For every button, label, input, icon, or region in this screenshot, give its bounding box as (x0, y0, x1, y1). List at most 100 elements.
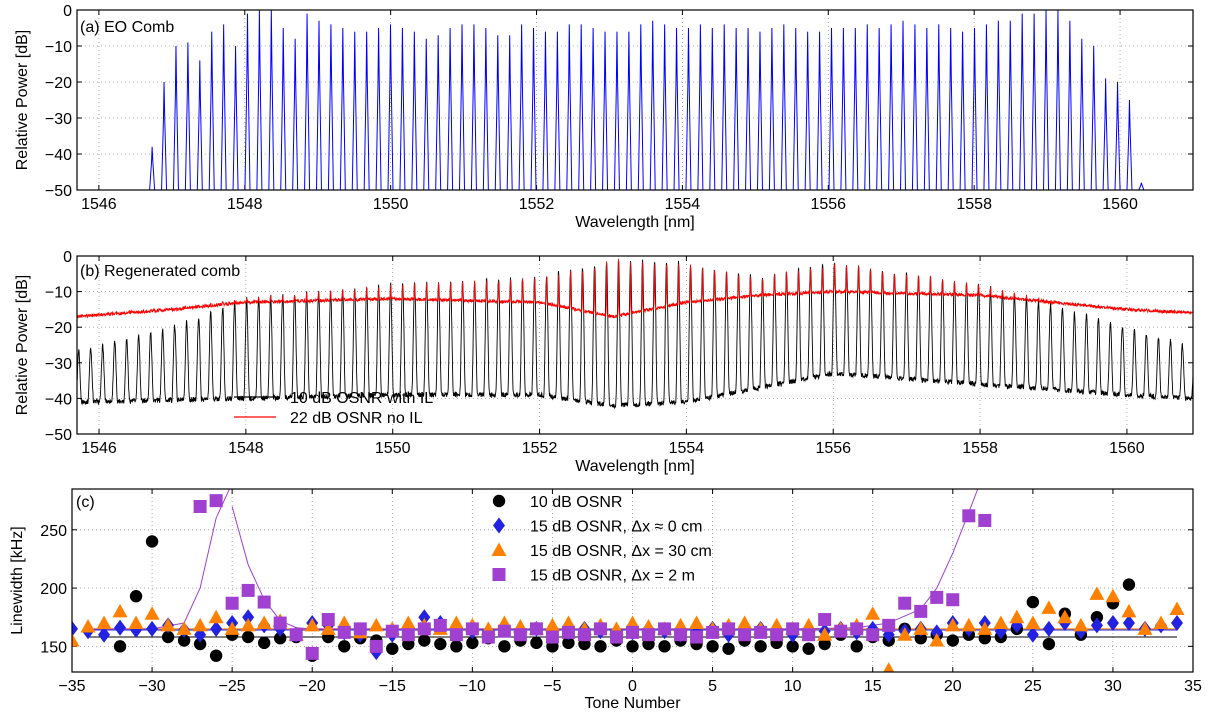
panel-c-point-square (962, 509, 976, 523)
panel-a-x-tick-label: 1552 (519, 196, 555, 213)
panel-a-comb-line (1066, 20, 1073, 191)
panel-c-point-triangle (1137, 621, 1153, 635)
panel-a-comb-line (649, 20, 656, 191)
panel-c-point-square (369, 639, 383, 653)
panel-c-x-tick-label: −30 (139, 678, 166, 695)
panel-c-point-square (642, 628, 656, 642)
panel-c-point-triangle (1153, 615, 1169, 630)
panel-b-x-tick-label: 1546 (81, 440, 117, 457)
panel-c-point-triangle (865, 606, 881, 620)
panel-c-point-circle (562, 636, 575, 650)
panel-c-point-triangle (336, 615, 352, 630)
panel-c-point-triangle (192, 617, 208, 632)
panel-b-x-tick-label: 1556 (815, 440, 851, 457)
panel-c-point-square (802, 628, 816, 642)
panel-a-y-axis-title: Relative Power [dB] (14, 30, 31, 171)
panel-b-x-tick-label: 1550 (375, 440, 411, 457)
panel-c-point-square (305, 646, 319, 660)
panel-a-comb-line (780, 24, 787, 191)
panel-c-x-tick-label: 0 (628, 678, 637, 695)
panel-c-point-triangle (128, 615, 144, 630)
panel-c-point-square (978, 513, 992, 527)
panel-c-panel-label: (c) (76, 494, 95, 511)
panel-c-point-square (770, 628, 784, 642)
panel-a-x-axis-title: Wavelength [nm] (575, 214, 694, 231)
panel-c-point-triangle (448, 615, 464, 630)
panel-c-point-circle (338, 640, 351, 653)
panel-c-point-circle (658, 640, 671, 653)
panel-c-point-diamond (72, 620, 78, 637)
panel-c-point-square (593, 622, 607, 636)
panel-c-point-square (674, 628, 688, 642)
panel-c-point-square (433, 618, 447, 632)
panel-c-point-circle (386, 642, 399, 655)
panel-c-point-triangle (913, 621, 929, 635)
panel-c-point-triangle (817, 627, 833, 641)
panel-c-point-triangle (144, 606, 160, 620)
panel-c-point-square (337, 625, 351, 639)
panel-a-comb-line (482, 27, 489, 191)
panel-b-legend-label: 22 dB OSNR no IL (290, 410, 423, 427)
panel-a-comb-line (685, 27, 692, 191)
panel-c-point-circle (1042, 637, 1056, 651)
panel-c-point-circle (722, 642, 735, 655)
panel-c-legend-label: 15 dB OSNR, Δx ≈ 0 cm (530, 519, 702, 536)
panel-c-x-tick-label: −25 (219, 678, 246, 695)
panel-c-point-circle (241, 630, 255, 644)
panel-c-point-triangle (80, 619, 96, 633)
panel-c-point-square (401, 628, 415, 642)
panel-c-point-square (914, 604, 928, 618)
panel-c-point-triangle (304, 617, 320, 632)
panel-a-comb-line (1019, 13, 1026, 191)
panel-c-point-circle (802, 642, 815, 655)
panel-a-y-tick-label: −30 (45, 111, 72, 128)
panel-c-point-square (754, 625, 768, 639)
panel-c-point-square (481, 630, 495, 644)
panel-c-point-circle (257, 636, 271, 650)
panel-a-y-tick-label: −20 (45, 75, 72, 92)
panel-c-point-triangle (368, 617, 384, 632)
panel-a-comb-line (554, 31, 561, 191)
panel-c-point-circle (914, 631, 927, 645)
panel-a-y-tick-label: −10 (45, 39, 72, 56)
panel-c-point-square (497, 624, 511, 638)
panel-c-point-triangle (625, 615, 640, 630)
panel-c-point-triangle (897, 627, 913, 641)
panel-a-comb-line (363, 31, 370, 191)
panel-c-point-circle (418, 634, 431, 647)
panel-c-point-circle (626, 640, 639, 653)
panel-c-point-triangle (801, 617, 817, 632)
panel-c-legend-marker (492, 494, 506, 508)
panel-c-y-axis-title: Linewidth [kHz] (9, 526, 26, 635)
panel-a-comb-line (518, 24, 525, 191)
panel-a-comb-line (876, 27, 883, 191)
panel-c-point-circle (273, 631, 287, 645)
panel-a-x-tick-label: 1546 (81, 196, 117, 213)
panel-c-point-square (834, 624, 848, 638)
panel-c-point-diamond (242, 609, 255, 626)
panel-a-comb-line (721, 24, 728, 191)
panel-a-comb-line (351, 31, 358, 191)
panel-c-point-square (930, 590, 944, 604)
panel-a-comb-line (923, 27, 930, 191)
panel-a-comb-line (637, 24, 644, 191)
panel-a-comb-line (220, 24, 227, 191)
panel-a-comb-line (387, 24, 394, 191)
panel-c-point-square (577, 628, 591, 642)
panel-c-y-tick-label: 150 (40, 639, 67, 656)
panel-c-point-triangle (96, 615, 112, 630)
panel-c-point-square (465, 622, 479, 636)
panel-a-comb-line (542, 31, 549, 191)
panel-c-point-circle (706, 640, 719, 653)
panel-a-comb-line (1138, 182, 1145, 191)
panel-c-point-diamond (1026, 626, 1039, 643)
panel-a-comb-line (840, 27, 847, 191)
panel-c-point-diamond (146, 620, 159, 637)
panel-c-point-square (882, 618, 896, 632)
panel-a-comb-line (447, 27, 454, 191)
panel-a-comb-line (172, 45, 179, 191)
panel-c-point-triangle (112, 603, 128, 618)
panel-a-comb-line (828, 27, 835, 191)
panel-a-comb-line (208, 31, 215, 191)
panel-b-y-tick-label: −20 (45, 320, 72, 337)
